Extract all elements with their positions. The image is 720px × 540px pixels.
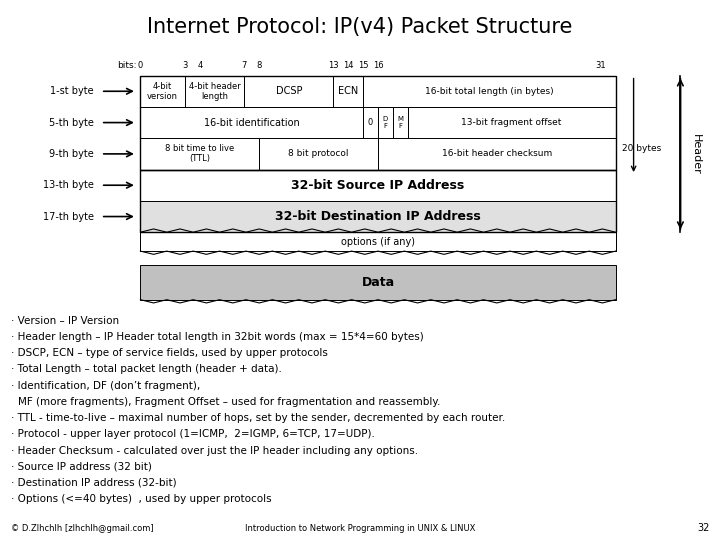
Text: Introduction to Network Programming in UNIX & LINUX: Introduction to Network Programming in U… [245, 524, 475, 532]
Text: 8 bit protocol: 8 bit protocol [288, 150, 349, 158]
Text: 15: 15 [358, 62, 369, 70]
Text: 8 bit time to live
(TTL): 8 bit time to live (TTL) [165, 144, 235, 164]
Text: 16-bit identification: 16-bit identification [204, 118, 300, 127]
Text: 5-th byte: 5-th byte [49, 118, 94, 127]
Text: 17-th byte: 17-th byte [42, 212, 94, 221]
Text: 16-bit header checksum: 16-bit header checksum [441, 150, 552, 158]
Text: MF (more fragments), Fragment Offset – used for fragmentation and reassembly.: MF (more fragments), Fragment Offset – u… [18, 397, 441, 407]
Text: 14: 14 [343, 62, 354, 70]
Text: 20 bytes: 20 bytes [622, 144, 662, 153]
Text: 4: 4 [197, 62, 202, 70]
Text: 16-bit total length (in bytes): 16-bit total length (in bytes) [425, 87, 554, 96]
Text: © D.Zlhchlh [zlhchlh@gmail.com]: © D.Zlhchlh [zlhchlh@gmail.com] [11, 524, 153, 532]
Bar [140, 232, 616, 251]
Text: 1-st byte: 1-st byte [50, 86, 94, 96]
Bar [140, 76, 185, 107]
Text: · Header Checksum - calculated over just the IP header including any options.: · Header Checksum - calculated over just… [11, 446, 418, 456]
Text: · Identification, DF (don’t fragment),: · Identification, DF (don’t fragment), [11, 381, 200, 391]
Text: 9-th byte: 9-th byte [49, 149, 94, 159]
Bar [185, 76, 244, 107]
Text: options (if any): options (if any) [341, 237, 415, 247]
Text: · Protocol - upper layer protocol (1=ICMP,  2=IGMP, 6=TCP, 17=UDP).: · Protocol - upper layer protocol (1=ICM… [11, 429, 374, 440]
Text: 32-bit Destination IP Address: 32-bit Destination IP Address [275, 210, 481, 223]
Text: D
F: D F [383, 116, 388, 129]
Text: 13-bit fragment offset: 13-bit fragment offset [462, 118, 562, 127]
Bar [140, 107, 363, 138]
Text: 32-bit Source IP Address: 32-bit Source IP Address [292, 179, 464, 192]
Text: Internet Protocol: IP(v4) Packet Structure: Internet Protocol: IP(v4) Packet Structu… [148, 17, 572, 37]
Bar [244, 76, 333, 107]
Text: 8: 8 [256, 62, 262, 70]
Text: · Header length – IP Header total length in 32bit words (max = 15*4=60 bytes): · Header length – IP Header total length… [11, 332, 423, 342]
Bar [363, 107, 378, 138]
Bar [259, 138, 378, 170]
Text: ECN: ECN [338, 86, 359, 96]
Bar [140, 138, 259, 170]
Bar [140, 76, 616, 170]
Bar [140, 170, 616, 201]
Bar [393, 107, 408, 138]
Text: · Source IP address (32 bit): · Source IP address (32 bit) [11, 462, 152, 472]
Text: 4-bit
version: 4-bit version [147, 82, 178, 101]
Text: M
F: M F [397, 116, 403, 129]
Text: · Destination IP address (32-bit): · Destination IP address (32-bit) [11, 478, 176, 488]
Bar [140, 265, 616, 300]
Text: 4-bit header
length: 4-bit header length [189, 82, 240, 101]
Text: · DSCP, ECN – type of service fields, used by upper protocols: · DSCP, ECN – type of service fields, us… [11, 348, 328, 359]
Bar [363, 76, 616, 107]
Bar [140, 170, 616, 232]
Text: · Total Length – total packet length (header + data).: · Total Length – total packet length (he… [11, 364, 282, 375]
Text: bits:: bits: [117, 62, 137, 70]
Text: DCSP: DCSP [276, 86, 302, 96]
Text: 0: 0 [368, 118, 373, 127]
Text: 3: 3 [182, 62, 188, 70]
Text: 7: 7 [242, 62, 247, 70]
Text: 16: 16 [373, 62, 383, 70]
Text: · Version – IP Version: · Version – IP Version [11, 316, 119, 326]
Text: 0: 0 [138, 62, 143, 70]
Text: Data: Data [361, 275, 395, 289]
Bar [333, 76, 363, 107]
Bar [140, 201, 616, 232]
Bar [408, 107, 616, 138]
Bar [378, 107, 393, 138]
Text: · Options (<=40 bytes)  , used by upper protocols: · Options (<=40 bytes) , used by upper p… [11, 494, 271, 504]
Text: 32: 32 [697, 523, 709, 533]
Bar [378, 138, 616, 170]
Text: 31: 31 [595, 62, 606, 70]
Text: 13-th byte: 13-th byte [42, 180, 94, 190]
Text: Header: Header [691, 133, 701, 174]
Text: 13: 13 [328, 62, 339, 70]
Text: · TTL - time-to-live – maximal number of hops, set by the sender, decremented by: · TTL - time-to-live – maximal number of… [11, 413, 505, 423]
